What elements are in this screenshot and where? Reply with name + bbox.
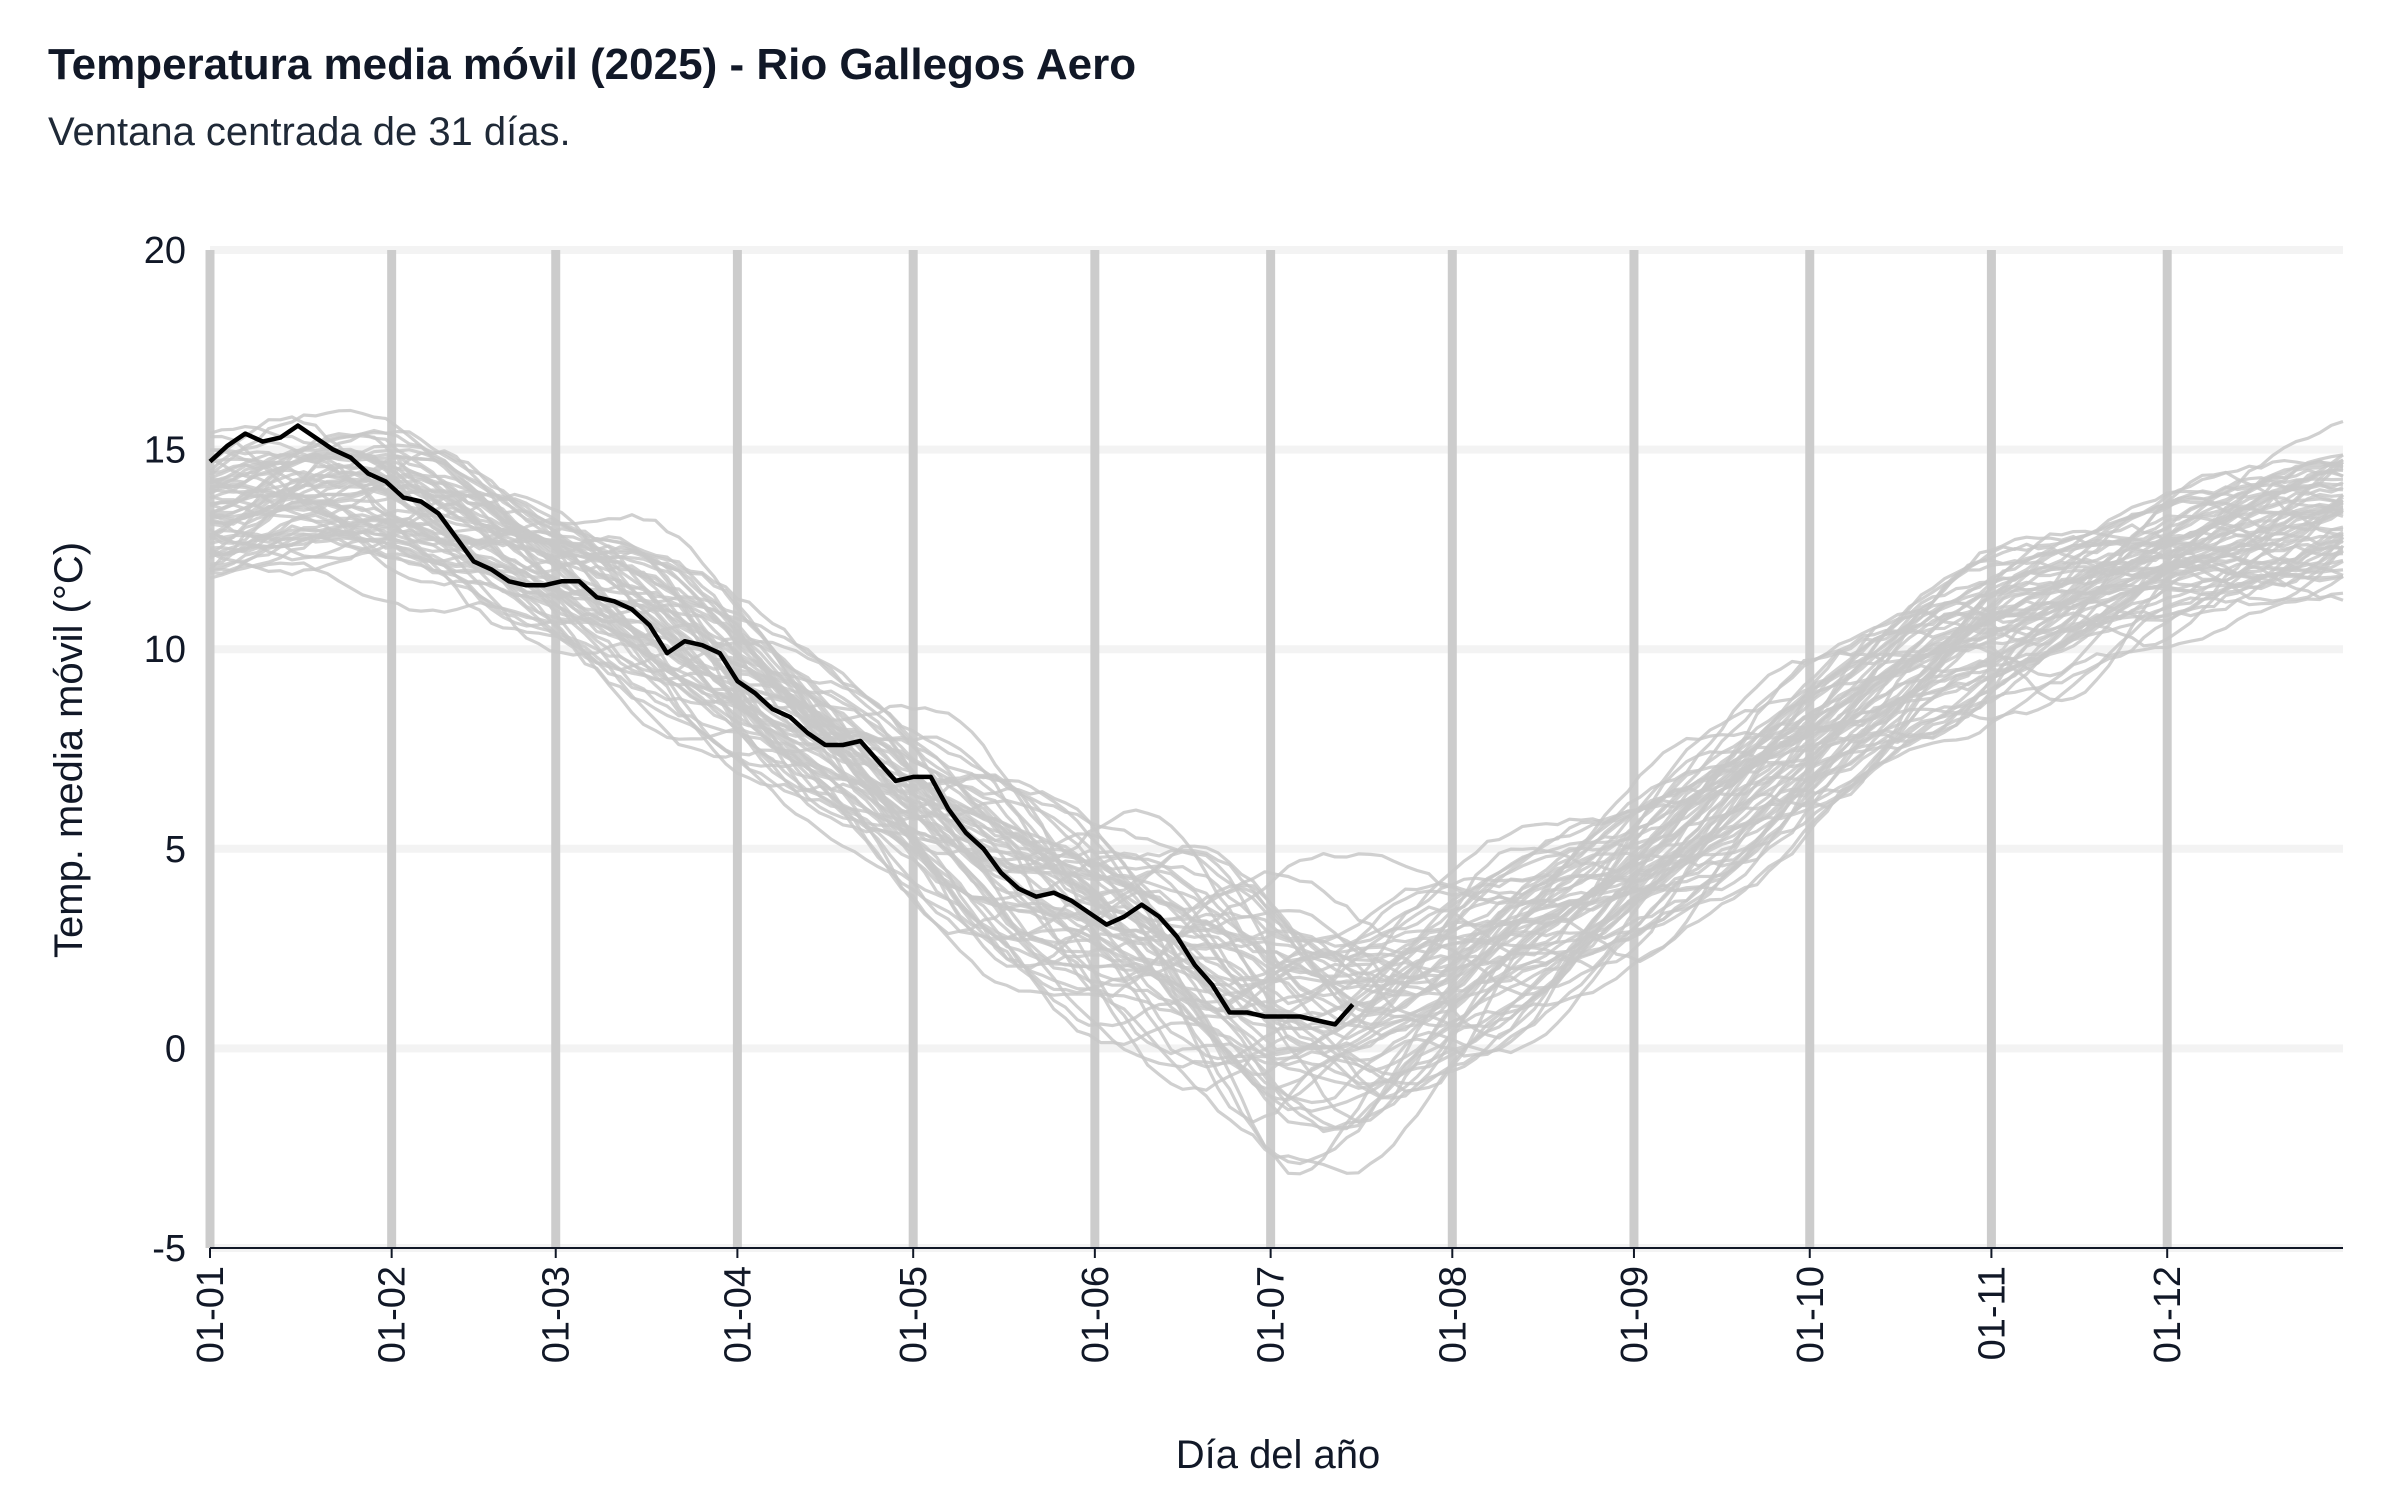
highlight-series-group <box>208 423 1355 1027</box>
chart-title: Temperatura media móvil (2025) - Rio Gal… <box>48 40 1137 89</box>
x-tick-label: 01-10 <box>1790 1266 1832 1363</box>
historical-series-line <box>209 453 2344 940</box>
y-axis-title: Temp. media móvil (°C) <box>47 542 91 958</box>
chart-subtitle: Ventana centrada de 31 días. <box>48 110 571 154</box>
x-tick-label: 01-11 <box>1971 1266 2013 1360</box>
y-tick-label: 10 <box>144 629 186 671</box>
historical-series-line <box>209 451 2344 1018</box>
y-tick-label: -5 <box>152 1228 186 1270</box>
x-tick-label: 01-02 <box>372 1266 414 1363</box>
historical-series-line <box>209 425 2344 944</box>
x-tick-label: 01-07 <box>1251 1266 1293 1363</box>
historical-series-group <box>208 408 2345 1176</box>
x-axis-title: Día del año <box>1176 1433 1381 1477</box>
y-tick-label: 0 <box>165 1028 186 1070</box>
historical-series-line <box>209 453 2344 960</box>
x-tick-label: 01-01 <box>190 1266 232 1363</box>
vertical-gridlines <box>205 250 2172 1248</box>
historical-series-line <box>209 448 2344 955</box>
x-tick-label: 01-05 <box>893 1266 935 1363</box>
x-tick-label: 01-04 <box>717 1266 759 1363</box>
historical-series-line <box>209 432 2344 998</box>
historical-series-line <box>209 504 2344 1062</box>
historical-series-line <box>209 428 2344 963</box>
x-tick-label: 01-03 <box>536 1266 578 1363</box>
historical-series-line <box>209 528 2344 1113</box>
x-tick-label: 01-12 <box>2147 1266 2189 1363</box>
historical-series-line <box>209 534 2344 1130</box>
y-tick-label: 15 <box>144 430 186 472</box>
historical-series-line <box>209 415 2344 1015</box>
x-tick-label: 01-09 <box>1614 1266 1656 1363</box>
historical-series-line <box>209 483 2344 1013</box>
x-tick-label: 01-08 <box>1432 1266 1474 1363</box>
x-tick-label: 01-06 <box>1075 1266 1117 1363</box>
historical-series-line <box>209 465 2344 1040</box>
historical-series-line <box>209 448 2345 1038</box>
historical-series-line <box>209 528 2344 1176</box>
series-2025-line <box>208 423 1355 1027</box>
y-tick-label: 20 <box>144 230 186 272</box>
y-tick-label: 5 <box>165 829 186 871</box>
x-tick-labels: 01-01 01-02 01-03 01-04 01-05 01-06 01-07 01-08… <box>190 1248 2189 1363</box>
historical-series-line <box>209 477 2344 1013</box>
historical-series-line <box>209 503 2344 1090</box>
y-tick-labels: -5 0 5 10 15 20 <box>144 230 186 1270</box>
